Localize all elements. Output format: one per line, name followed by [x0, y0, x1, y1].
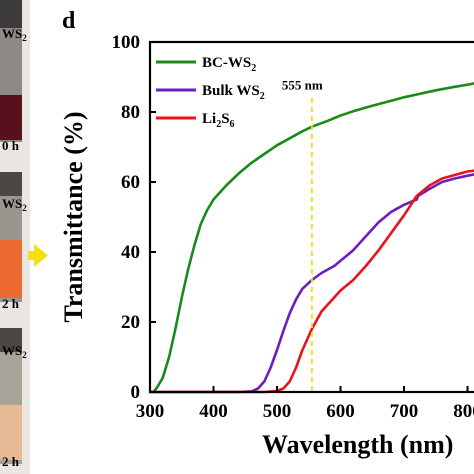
- vial-3-liquid: [0, 405, 22, 460]
- arrow-icon: [28, 244, 48, 267]
- vial-1-label: WS2: [2, 26, 27, 43]
- legend: BC-WS2 Bulk WS2 Li2S6: [156, 55, 265, 130]
- y-tick-label-3: 60: [121, 172, 140, 193]
- y-tick-label-1: 20: [121, 312, 140, 333]
- y-tick-label-2: 40: [121, 242, 140, 263]
- y-axis-ticks: 0 20 40 60 80 100: [112, 32, 156, 403]
- vial-3-cap: [0, 328, 22, 352]
- plot-frame: [148, 40, 474, 394]
- series-line-0: [152, 82, 474, 393]
- vial-1-cap: [0, 0, 22, 28]
- x-tick-label-3: 600: [326, 401, 355, 422]
- vial-1-time: 0 h: [2, 138, 20, 153]
- vial-2-time: 2 h: [2, 296, 20, 311]
- x-tick-label-5: 800: [453, 401, 474, 422]
- y-tick-label-5: 100: [112, 32, 141, 53]
- x-tick-label-2: 500: [263, 401, 292, 422]
- x-axis-ticks: 300 400 500 600 700 800: [136, 386, 474, 422]
- x-tick-label-0: 300: [136, 401, 165, 422]
- series-line-1: [150, 173, 474, 394]
- vial-2-cap: [0, 172, 22, 196]
- x-tick-label-4: 700: [390, 401, 419, 422]
- series-group: [150, 82, 474, 394]
- annotation-label-0: 555 nm: [282, 77, 323, 92]
- x-tick-label-1: 400: [199, 401, 228, 422]
- vial-1-liquid: [0, 95, 22, 140]
- y-axis-title: Transmittance (%): [59, 111, 88, 322]
- legend-label-1: Bulk WS2: [202, 83, 265, 102]
- y-tick-label-4: 80: [121, 102, 140, 123]
- annotation-group: 555 nm: [282, 77, 323, 392]
- vial-2-label: WS2: [2, 196, 27, 213]
- legend-label-0: BC-WS2: [202, 55, 256, 74]
- legend-label-2: Li2S6: [202, 111, 235, 130]
- vial-2-liquid: [0, 240, 22, 298]
- arrow-shaft: [28, 251, 36, 260]
- x-axis-title: Wavelength (nm): [262, 430, 453, 459]
- arrow-head: [34, 244, 48, 267]
- series-line-2: [150, 169, 474, 394]
- y-tick-label-0: 0: [131, 382, 141, 403]
- panel-label: d: [62, 8, 76, 34]
- vial-photo-panel: WS2 0 h WS2 2 h WS2 2 h: [0, 0, 48, 474]
- vial-3-time: 2 h: [2, 454, 20, 469]
- vial-3-label: WS2: [2, 343, 27, 360]
